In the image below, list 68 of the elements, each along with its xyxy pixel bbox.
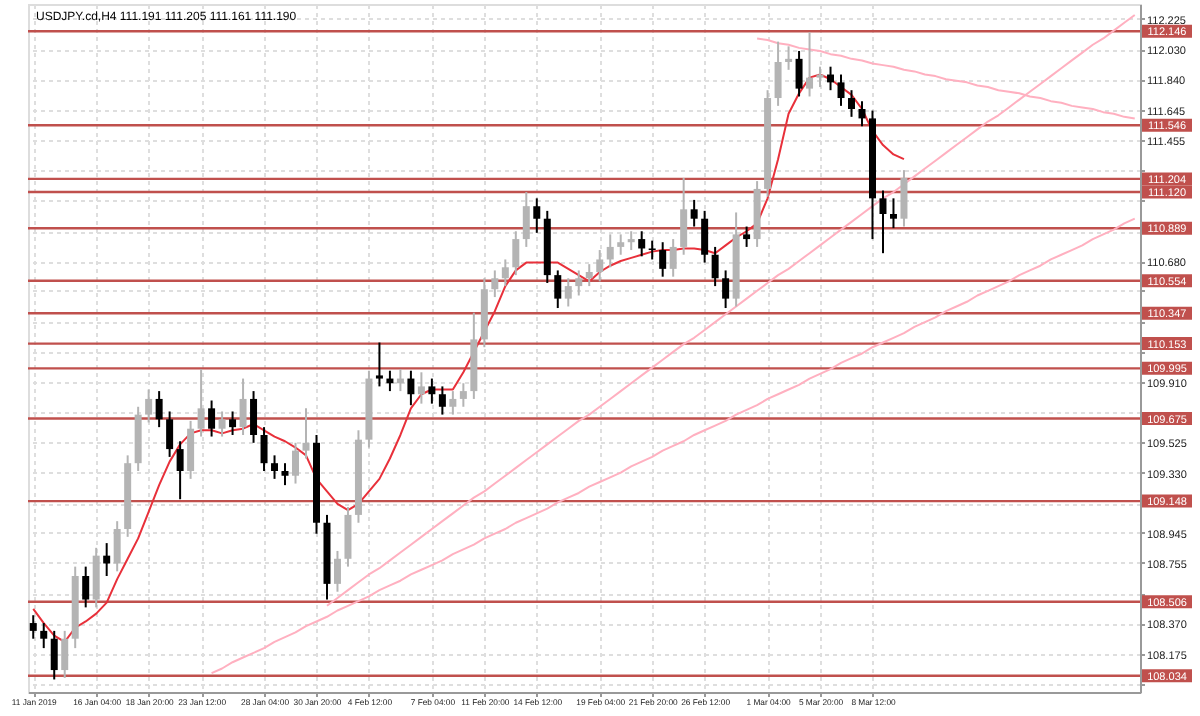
candlestick	[690, 198, 698, 228]
candlestick	[459, 382, 467, 408]
candlestick	[722, 269, 730, 310]
candlestick	[743, 225, 751, 248]
candlestick	[889, 197, 897, 230]
candlestick	[271, 454, 279, 480]
candlestick	[218, 410, 226, 438]
candlestick	[438, 385, 446, 416]
candlestick	[585, 263, 593, 288]
candlestick	[50, 629, 58, 681]
candlestick	[155, 390, 163, 429]
candlestick	[638, 230, 646, 258]
candlestick	[512, 230, 520, 277]
candlestick	[627, 230, 635, 252]
candlestick	[659, 241, 667, 278]
candlestick	[145, 388, 153, 424]
candlestick	[491, 269, 499, 299]
candlestick	[879, 189, 887, 255]
candlestick	[617, 233, 625, 256]
candlestick	[701, 209, 709, 264]
line-series	[210, 217, 1136, 675]
candlestick	[858, 100, 866, 128]
candlestick	[208, 399, 216, 438]
candlestick	[522, 191, 530, 248]
candlestick	[417, 371, 425, 405]
candlestick	[816, 65, 824, 89]
candlestick	[596, 249, 604, 283]
candlestick	[292, 441, 300, 485]
candlestick	[344, 506, 352, 568]
candlestick	[92, 546, 100, 609]
candlestick	[564, 277, 572, 308]
line-series	[325, 13, 1136, 607]
candlestick	[302, 407, 310, 460]
candlestick	[848, 89, 856, 118]
candlestick	[375, 341, 383, 388]
candlestick	[795, 50, 803, 98]
candlestick	[533, 197, 541, 234]
candlestick	[900, 169, 908, 228]
candlestick	[711, 245, 719, 288]
candlestick	[166, 410, 174, 458]
candlestick	[806, 31, 814, 98]
candlestick	[187, 419, 195, 480]
candlestick	[501, 258, 509, 288]
candlestick	[669, 238, 677, 278]
candlestick	[176, 440, 184, 501]
candlestick	[680, 176, 688, 256]
candlestick	[648, 239, 656, 261]
candlestick	[281, 462, 289, 487]
candlestick	[575, 269, 583, 297]
candlestick	[333, 549, 341, 593]
candlestick	[229, 410, 237, 436]
candlestick	[250, 390, 258, 444]
candlestick	[239, 377, 247, 436]
candlestick	[606, 233, 614, 269]
candlestick	[29, 614, 37, 640]
candlestick	[837, 73, 845, 107]
candlestick	[260, 426, 268, 473]
candlestick	[554, 269, 562, 310]
candlestick	[82, 565, 90, 609]
candlestick	[449, 390, 457, 416]
candlestick	[197, 368, 205, 438]
candlestick	[40, 622, 48, 650]
candlestick	[407, 369, 415, 407]
candlestick	[428, 377, 436, 405]
candlestick	[61, 629, 69, 679]
candlestick	[785, 45, 793, 71]
candlestick	[774, 40, 782, 107]
candlestick	[113, 520, 121, 573]
